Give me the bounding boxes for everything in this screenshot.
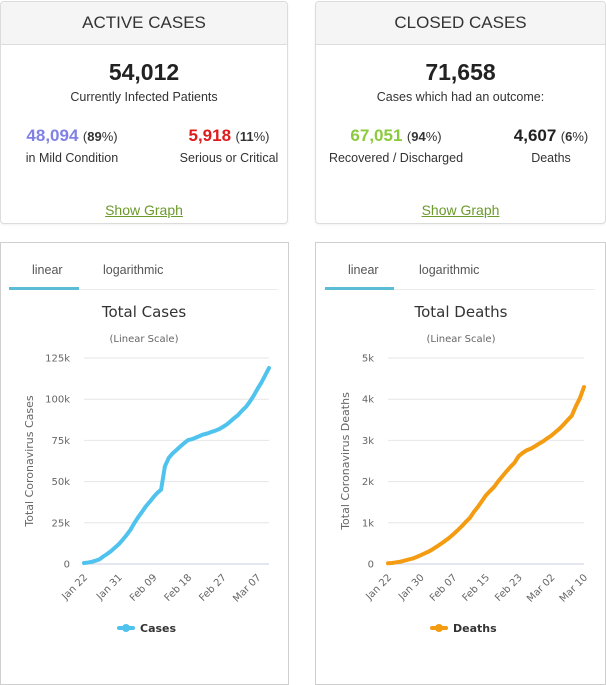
x-tick-label: Feb 18 [163, 572, 195, 604]
serious-label: Serious or Critical [179, 151, 279, 165]
x-tick-label: Feb 27 [197, 572, 229, 604]
deaths-label: Deaths [531, 151, 571, 165]
active-tab-indicator [9, 287, 79, 290]
x-tick-label: Feb 15 [461, 572, 493, 604]
recovered-number: 67,051 [350, 126, 403, 145]
x-tick-label: Jan 22 [59, 572, 90, 603]
y-tick-label: 2k [362, 477, 374, 488]
active-cases-heading: ACTIVE CASES [1, 2, 287, 45]
serious-percent: (11%) [235, 129, 270, 144]
tab-linear[interactable]: linear [348, 263, 379, 277]
tab-logarithmic[interactable]: logarithmic [103, 263, 164, 277]
tab-linear[interactable]: linear [32, 263, 63, 277]
legend-label: Deaths [453, 622, 497, 635]
y-axis-title: Total Coronavirus Cases [23, 395, 36, 528]
closed-show-graph-link[interactable]: Show Graph [421, 202, 500, 218]
tab-logarithmic[interactable]: logarithmic [419, 263, 480, 277]
closed-cases-heading: CLOSED CASES [316, 2, 605, 45]
y-tick-label: 3k [362, 436, 374, 447]
chart-subtitle: (Linear Scale) [110, 334, 179, 345]
series-line-deaths [386, 385, 586, 566]
legend-marker [122, 624, 130, 632]
closed-cases-caption: Cases which had an outcome: [376, 90, 545, 104]
x-tick-label: Feb 23 [493, 572, 525, 604]
total-cases-chart-panel: linear logarithmic Total Cases (Linear Sc… [0, 242, 289, 685]
mild-percent: (89%) [82, 129, 118, 144]
deaths-percent: (6%) [560, 129, 589, 144]
x-tick-label: Mar 10 [558, 572, 590, 604]
x-tick-label: Feb 07 [428, 572, 460, 604]
mild-number: 48,094 [26, 126, 79, 145]
active-tab-indicator [325, 287, 394, 290]
active-cases-panel: ACTIVE CASES 54,012 Currently Infected P… [0, 1, 288, 224]
x-tick-label: Feb 09 [128, 572, 160, 604]
y-tick-label: 0 [64, 560, 70, 571]
x-tick-label: Mar 02 [525, 572, 557, 604]
active-show-graph-link[interactable]: Show Graph [105, 202, 183, 218]
recovered-label: Recovered / Discharged [328, 151, 464, 165]
active-cases-caption: Currently Infected Patients [70, 90, 218, 104]
x-tick-label: Jan 31 [94, 572, 125, 603]
legend-marker [435, 624, 443, 632]
y-tick-label: 75k [51, 436, 70, 447]
recovered-stat: 67,051 (94%) Recovered / Discharged [326, 126, 466, 165]
y-tick-label: 5k [362, 354, 374, 365]
serious-number: 5,918 [188, 126, 232, 145]
legend-label: Cases [140, 622, 177, 635]
active-cases-total: 54,012 [108, 59, 180, 85]
total-cases-chart: Total Cases (Linear Scale) 0 25k 50k 75k 100k 1… [23, 303, 271, 635]
mild-label: in Mild Condition [25, 151, 119, 165]
y-axis-title: Total Coronavirus Deaths [339, 392, 352, 531]
x-tick-label: Jan 22 [363, 572, 394, 603]
chart-title: Total Deaths [414, 303, 508, 321]
total-deaths-chart-panel: linear logarithmic Total Deaths (Linear S… [315, 242, 606, 685]
legend-item: Deaths [430, 622, 497, 635]
y-tick-label: 0 [368, 560, 374, 571]
y-tick-label: 125k [45, 354, 70, 365]
series-line-cases [82, 366, 271, 565]
chart-title: Total Cases [101, 303, 187, 321]
y-tick-label: 1k [362, 518, 374, 529]
recovered-percent: (94%) [406, 129, 442, 144]
deaths-number: 4,607 [513, 126, 557, 145]
deaths-stat: 4,607 (6%) Deaths [506, 126, 596, 165]
y-tick-label: 25k [51, 518, 70, 529]
serious-critical-stat: 5,918 (11%) Serious or Critical [179, 126, 279, 165]
closed-cases-panel: CLOSED CASES 71,658 Cases which had an o… [315, 1, 606, 224]
y-tick-label: 50k [51, 477, 70, 488]
scale-tabs: linear logarithmic [324, 243, 595, 290]
x-tick-label: Jan 30 [396, 572, 427, 603]
total-deaths-chart: Total Deaths (Linear Scale) 0 1k 2k 3k 4k 5k Tot… [339, 303, 590, 635]
y-tick-label: 100k [45, 395, 70, 406]
chart-subtitle: (Linear Scale) [427, 334, 496, 345]
mild-condition-stat: 48,094 (89%) in Mild Condition [9, 126, 135, 165]
scale-tabs: linear logarithmic [9, 243, 278, 290]
closed-cases-total: 71,658 [425, 59, 496, 85]
x-tick-label: Mar 07 [231, 572, 263, 604]
legend-item: Cases [117, 622, 177, 635]
y-tick-label: 4k [362, 395, 374, 406]
